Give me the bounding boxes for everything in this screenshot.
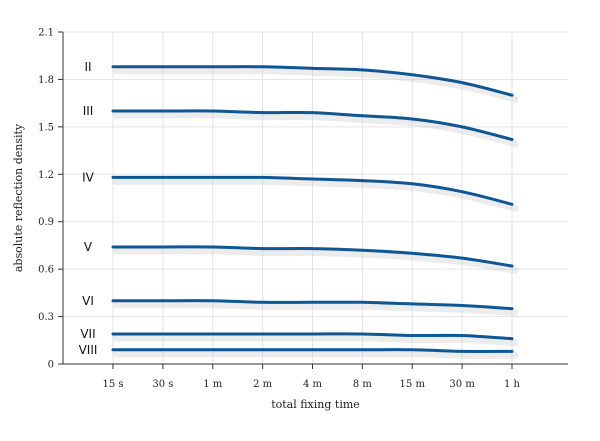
series-line-iii bbox=[111, 109, 514, 141]
series-line-ii bbox=[111, 65, 514, 97]
series-line-vii bbox=[111, 332, 514, 341]
y-tick-label: 0.3 bbox=[38, 312, 54, 323]
y-tick-label: 1.2 bbox=[38, 170, 54, 181]
x-tick-label: 1 h bbox=[504, 379, 521, 390]
series-shadow bbox=[112, 301, 519, 317]
y-tick-label: 1.5 bbox=[38, 122, 54, 133]
series-label-viii: VIII bbox=[79, 343, 98, 357]
series-label-iv: IV bbox=[82, 170, 95, 184]
series-line-vi bbox=[111, 299, 514, 311]
series-shadow bbox=[112, 334, 519, 347]
gridlines bbox=[63, 31, 568, 365]
x-tick-label: 15 m bbox=[400, 379, 426, 390]
x-axis-ticks: 15 s 30 s 1 m 2 m 4 m 8 m 15 m 30 m 1 h bbox=[102, 364, 521, 390]
y-tick-label: 1.8 bbox=[38, 75, 54, 86]
axes bbox=[62, 32, 568, 365]
series-line-viii bbox=[111, 348, 514, 353]
x-tick-label: 4 m bbox=[303, 379, 323, 390]
x-tick-label: 2 m bbox=[253, 379, 273, 390]
series-label-ii: II bbox=[84, 60, 91, 74]
y-axis-title: absolute reflection density bbox=[12, 123, 25, 272]
y-axis-ticks: 0 0.3 0.6 0.9 1.2 1.5 1.8 2.1 bbox=[38, 28, 63, 371]
series-shadow bbox=[112, 350, 519, 359]
series-shadow bbox=[112, 67, 519, 103]
series-label-v: V bbox=[84, 240, 93, 254]
series-shadow bbox=[112, 177, 519, 212]
series-shadow bbox=[112, 247, 519, 274]
y-tick-label: 0.6 bbox=[38, 265, 54, 276]
series-label-iii: III bbox=[83, 104, 94, 118]
y-tick-label: 0.9 bbox=[38, 217, 54, 228]
x-tick-label: 30 s bbox=[152, 379, 173, 390]
series-shadow bbox=[112, 111, 519, 147]
y-tick-label: 0 bbox=[48, 360, 54, 371]
series-line-iv bbox=[111, 175, 514, 206]
series-lines bbox=[111, 65, 519, 359]
y-tick-label: 2.1 bbox=[38, 28, 54, 39]
series-label-vii: VII bbox=[80, 327, 95, 341]
x-tick-label: 30 m bbox=[449, 379, 475, 390]
series-label-vi: VI bbox=[82, 294, 94, 308]
x-tick-label: 15 s bbox=[102, 379, 123, 390]
x-tick-label: 8 m bbox=[353, 379, 373, 390]
x-axis-title: total fixing time bbox=[271, 398, 360, 411]
x-tick-label: 1 m bbox=[203, 379, 223, 390]
series-line-v bbox=[111, 245, 514, 268]
